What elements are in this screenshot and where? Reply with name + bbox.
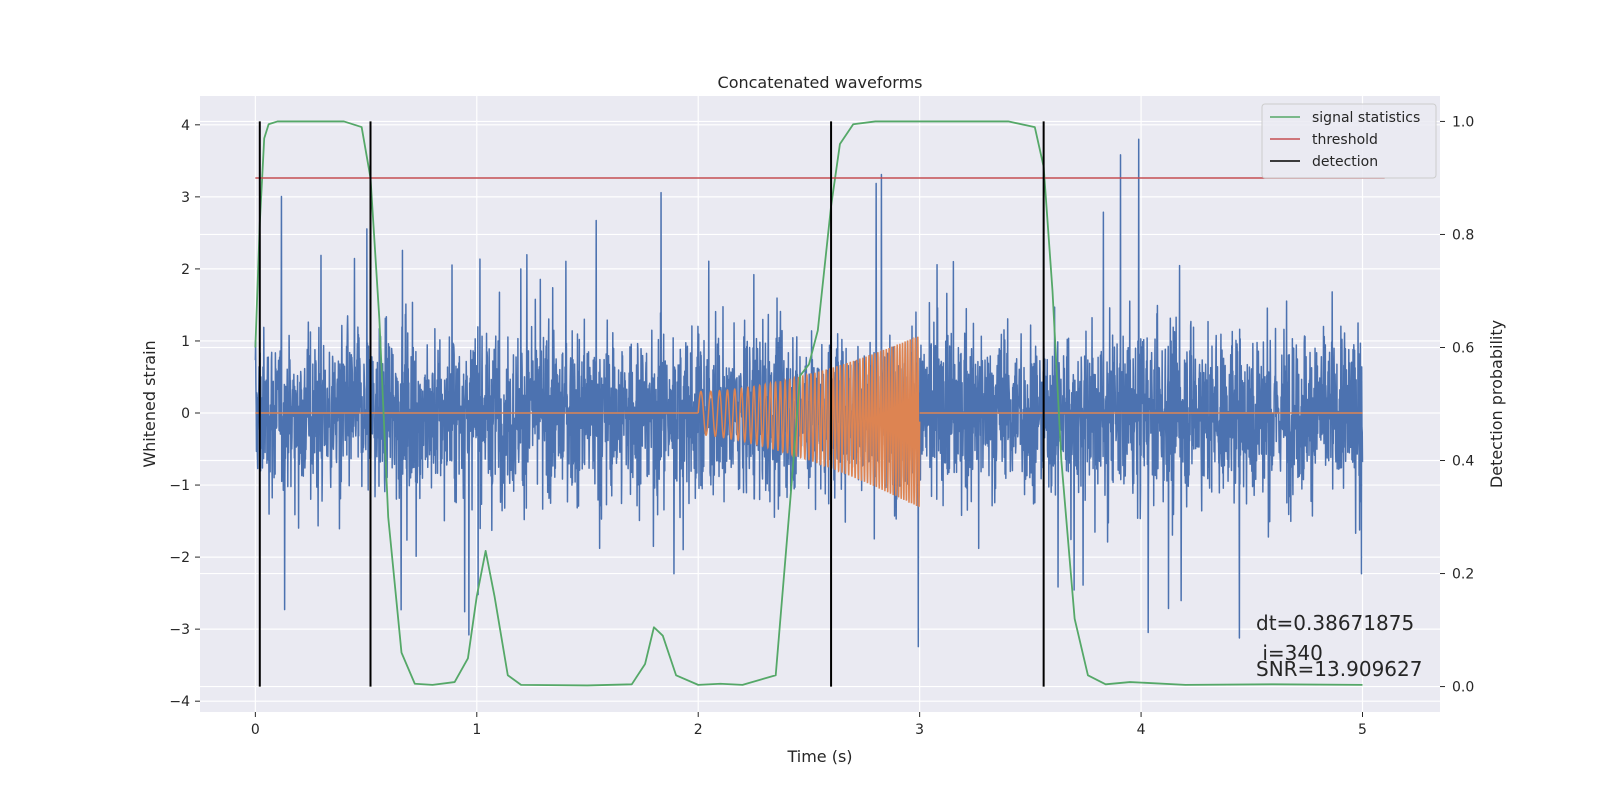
y-tick-label: −1 [169,478,190,494]
y-right-tick-label: 0.6 [1452,340,1474,356]
detection-series [258,121,1045,687]
x-tick-label: 1 [472,722,481,738]
signal-statistics-series [254,120,1363,687]
legend-label-threshold: threshold [1312,132,1378,148]
y-axis-title: Whitened strain [140,340,159,467]
y-right-tick-label: 1.0 [1452,114,1474,130]
y-tick-label: 4 [181,118,190,134]
annotation-dt: dt=0.38671875 [1256,611,1414,635]
strain-noise-series [254,138,1364,648]
chart-title: Concatenated waveforms [718,73,923,92]
axes: 0 1 2 3 4 5 −4 −3 −2 −1 0 1 2 3 4 0.0 0.2 0.4 0.6 0.8 1.0 [169,114,1474,738]
y-tick-label: 2 [181,262,190,278]
x-axis-title: Time (s) [786,747,852,766]
legend-label-signal-statistics: signal statistics [1312,110,1420,126]
y-tick-label: −2 [169,550,190,566]
x-tick-label: 0 [251,722,260,738]
x-tick-label: 3 [915,722,924,738]
y-right-axis-title: Detection probability [1487,320,1506,488]
y-right-tick-label: 0.8 [1452,227,1474,243]
y-tick-label: 3 [181,190,190,206]
x-tick-label: 5 [1358,722,1367,738]
annotation-index: i=340 [1256,641,1323,665]
x-tick-label: 4 [1137,722,1146,738]
y-right-tick-label: 0.4 [1452,454,1474,470]
legend-box [1261,103,1437,179]
y-right-tick-label: 0.2 [1452,567,1474,583]
legend: signal statistics threshold detection [1261,103,1437,179]
chirp-series [255,336,1363,507]
annotation-snr: SNR=13.909627 [1256,657,1422,681]
y-tick-label: 1 [181,334,190,350]
strain-noise-line [254,138,1364,648]
y-tick-label: −4 [169,694,190,710]
y-tick-label: 0 [181,406,190,422]
signal-statistics-line [254,120,1363,687]
chirp-line [697,336,921,507]
y-right-tick-label: 0.0 [1452,680,1474,696]
y-tick-label: −3 [169,622,190,638]
legend-label-detection: detection [1312,154,1378,170]
x-tick-label: 2 [694,722,703,738]
